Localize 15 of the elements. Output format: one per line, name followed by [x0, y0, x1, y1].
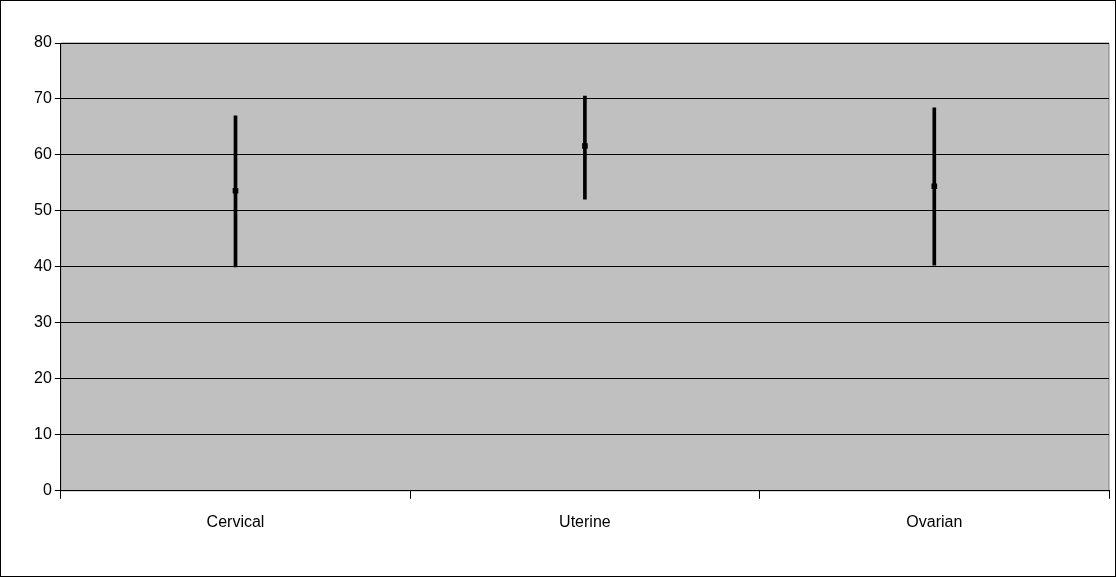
point [931, 183, 938, 190]
point [582, 143, 588, 149]
y-tick-label: 50 [34, 201, 52, 219]
y-tick-label: 0 [42, 481, 52, 499]
x-tick-label: Ovarian [906, 512, 963, 530]
y-tick-label: 60 [34, 145, 52, 163]
y-tick-label: 10 [34, 425, 52, 443]
x-tick-label: Cervical [206, 512, 265, 530]
y-tick-label: 40 [34, 257, 52, 275]
y-tick-label: 70 [34, 89, 52, 107]
y-tick-label: 20 [34, 369, 52, 387]
point [232, 187, 239, 194]
y-tick-label: 80 [34, 33, 52, 51]
x-tick-label: Uterine [559, 512, 611, 530]
y-tick-label: 30 [34, 313, 52, 331]
